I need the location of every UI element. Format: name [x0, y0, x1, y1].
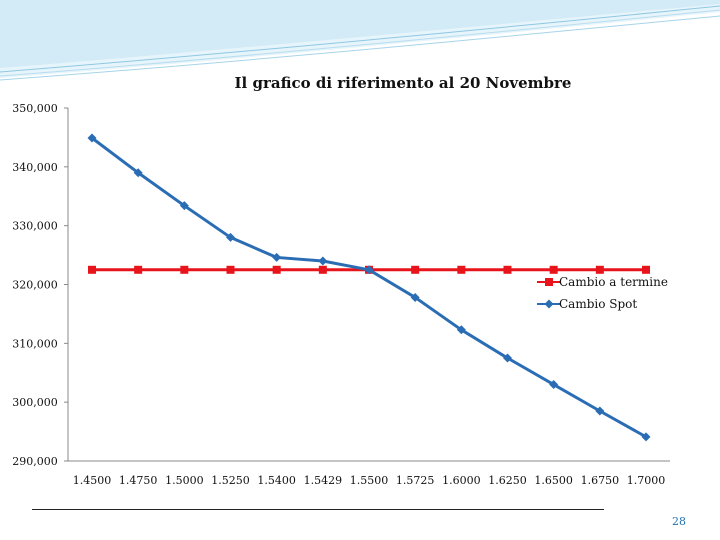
x-tick-label: 1.5000 [165, 474, 204, 487]
data-point-square [411, 265, 420, 274]
y-tick-label: 310,000 [12, 337, 58, 350]
x-tick-label: 1.6500 [534, 474, 573, 487]
page-number: 28 [672, 515, 686, 528]
y-tick-label: 350,000 [12, 102, 58, 115]
series-layer [87, 133, 651, 442]
data-point-diamond [456, 325, 466, 335]
x-tick-label: 1.5725 [396, 474, 435, 487]
x-tick-label: 1.6750 [581, 474, 620, 487]
y-axis: 350,000 340,000 330,000 320,000 310,000 300,0… [12, 102, 69, 468]
data-point-square [642, 265, 650, 274]
data-point-diamond [595, 406, 605, 416]
footer-rule [32, 509, 604, 510]
data-point-diamond [549, 380, 559, 390]
data-point-diamond [272, 252, 282, 262]
y-tick-label: 300,000 [12, 396, 58, 409]
legend-marker-square [545, 278, 553, 286]
x-tick-label: 1.6000 [442, 474, 481, 487]
data-point-diamond [364, 265, 374, 275]
legend: Cambio a termine Cambio Spot [537, 275, 668, 311]
x-tick-label: 1.6250 [488, 474, 527, 487]
x-tick-label: 1.4500 [73, 474, 112, 487]
x-tick-label: 1.5500 [350, 474, 389, 487]
legend-marker-diamond [544, 299, 554, 309]
data-point-square [180, 265, 189, 274]
y-tick-label: 290,000 [12, 455, 58, 468]
legend-label: Cambio Spot [559, 297, 637, 311]
y-tick-label: 330,000 [12, 220, 58, 233]
y-tick-label: 340,000 [12, 161, 58, 174]
x-tick-label: 1.5400 [257, 474, 296, 487]
x-axis: 1.4500 1.4750 1.5000 1.5250 1.5400 1.5429 1.55… [68, 460, 670, 487]
data-point-square [88, 265, 96, 274]
data-point-diamond [641, 432, 651, 442]
x-tick-label: 1.4750 [119, 474, 158, 487]
data-point-diamond [410, 292, 420, 302]
data-point-square [549, 265, 558, 274]
x-tick-label: 1.5429 [304, 474, 343, 487]
data-point-diamond [318, 256, 328, 266]
decorative-banner [0, 0, 720, 85]
data-point-square [318, 265, 327, 274]
x-tick-label: 1.7000 [627, 474, 666, 487]
data-point-diamond [133, 168, 143, 178]
data-point-square [272, 265, 281, 274]
y-tick-label: 320,000 [12, 279, 58, 292]
legend-label: Cambio a termine [559, 275, 668, 289]
x-tick-label: 1.5250 [211, 474, 250, 487]
data-point-square [503, 265, 512, 274]
data-point-square [226, 265, 235, 274]
data-point-square [134, 265, 143, 274]
data-point-diamond [503, 353, 512, 363]
series-cambio-spot [87, 133, 651, 442]
data-point-diamond [226, 232, 235, 242]
data-point-diamond [179, 201, 189, 211]
data-point-diamond [87, 133, 97, 143]
data-point-square [595, 265, 604, 274]
chart-title: Il grafico di riferimento al 20 Novembre [235, 74, 572, 92]
data-point-square [457, 265, 466, 274]
